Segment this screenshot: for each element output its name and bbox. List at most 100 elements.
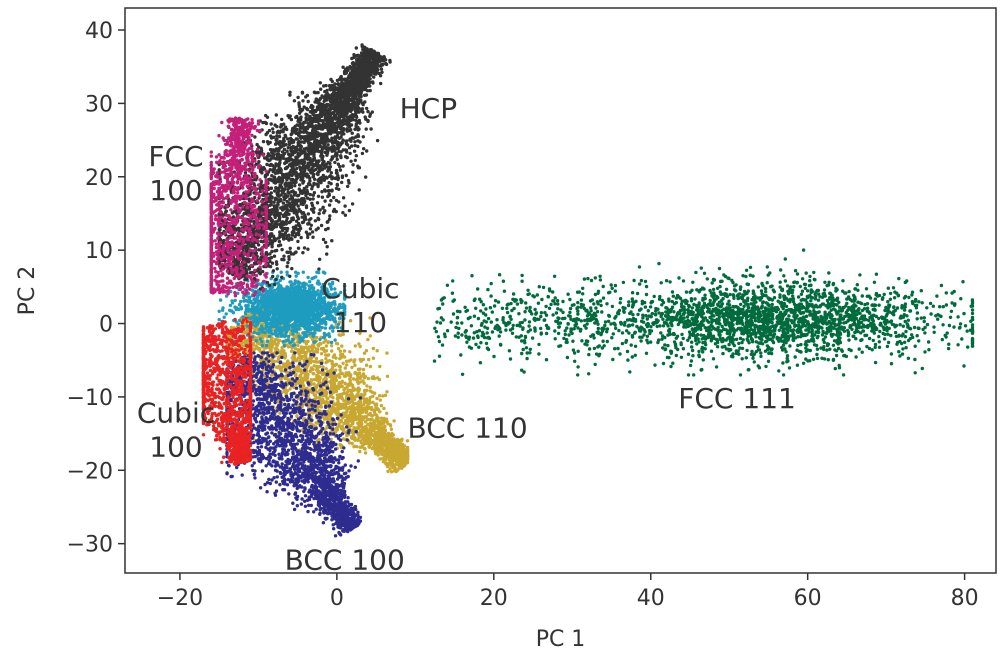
data-point [379,403,384,408]
data-point [544,358,549,362]
data-point [661,300,666,305]
data-point [822,337,826,341]
data-point [643,305,648,309]
data-point [565,355,570,360]
data-point [708,288,712,293]
data-point [640,335,644,339]
data-point [692,373,696,377]
data-point [965,329,969,333]
data-point [867,318,871,323]
data-point [936,317,940,321]
data-point [668,327,672,331]
data-point [793,324,797,328]
data-point [331,396,335,400]
data-point [455,309,460,313]
data-point [765,330,770,334]
data-point [815,336,819,340]
data-point [368,395,372,400]
data-point [878,329,882,334]
data-point [750,349,754,354]
data-point [391,462,395,467]
data-point [787,366,792,370]
data-point [791,331,795,335]
data-point [320,372,325,376]
data-point [872,331,876,335]
data-point [704,343,708,347]
data-point [603,320,608,324]
data-point [294,382,298,387]
data-point [854,304,858,308]
data-point [622,310,626,314]
data-point [941,323,945,327]
data-point [921,327,925,332]
data-point [778,285,782,289]
data-point [324,367,328,371]
data-point [702,333,706,338]
data-point [805,343,809,347]
data-point [694,270,698,275]
data-point [670,290,675,294]
data-point [495,318,499,322]
data-point [572,303,576,307]
data-point [830,317,834,321]
data-point [721,292,725,296]
data-point [962,364,966,368]
data-point [717,300,722,304]
data-point [744,274,748,279]
data-point [606,319,611,323]
data-point [453,334,458,338]
data-point [367,413,371,417]
data-point [852,312,856,316]
data-point [922,319,926,324]
data-point [838,326,842,331]
data-point [486,316,491,321]
data-point [830,294,834,298]
data-point [582,324,587,328]
data-point [734,337,739,341]
data-point [780,333,784,338]
data-point [859,331,863,335]
data-point [746,334,750,339]
data-point [877,334,881,339]
data-point [664,279,669,283]
data-point [437,306,442,311]
data-point [719,310,724,315]
data-point [969,304,973,308]
data-point [778,280,782,284]
data-point [811,357,816,361]
data-point [835,340,839,345]
data-point [433,326,437,330]
data-point [815,288,819,293]
data-point [324,416,328,421]
data-point [922,316,926,320]
data-point [925,322,930,327]
data-point [330,349,334,353]
data-point [858,311,862,315]
data-point [537,352,541,356]
data-point [332,385,336,389]
data-point [602,344,606,348]
data-point [679,320,684,324]
data-point [770,284,774,288]
data-point [465,308,470,313]
data-point [882,292,886,297]
data-point [886,320,890,324]
data-point [872,328,876,333]
data-point [557,316,561,321]
data-point [571,339,575,343]
data-point [547,287,552,291]
data-point [296,343,300,348]
data-point [826,358,830,362]
data-point [524,301,528,305]
data-point [806,305,810,309]
data-point [537,285,541,289]
data-point [345,416,350,420]
data-point [674,353,678,358]
data-point [762,293,766,298]
data-point [551,299,555,303]
data-point [455,321,459,325]
data-point [438,321,443,325]
data-point [568,314,572,318]
data-point [442,296,446,300]
